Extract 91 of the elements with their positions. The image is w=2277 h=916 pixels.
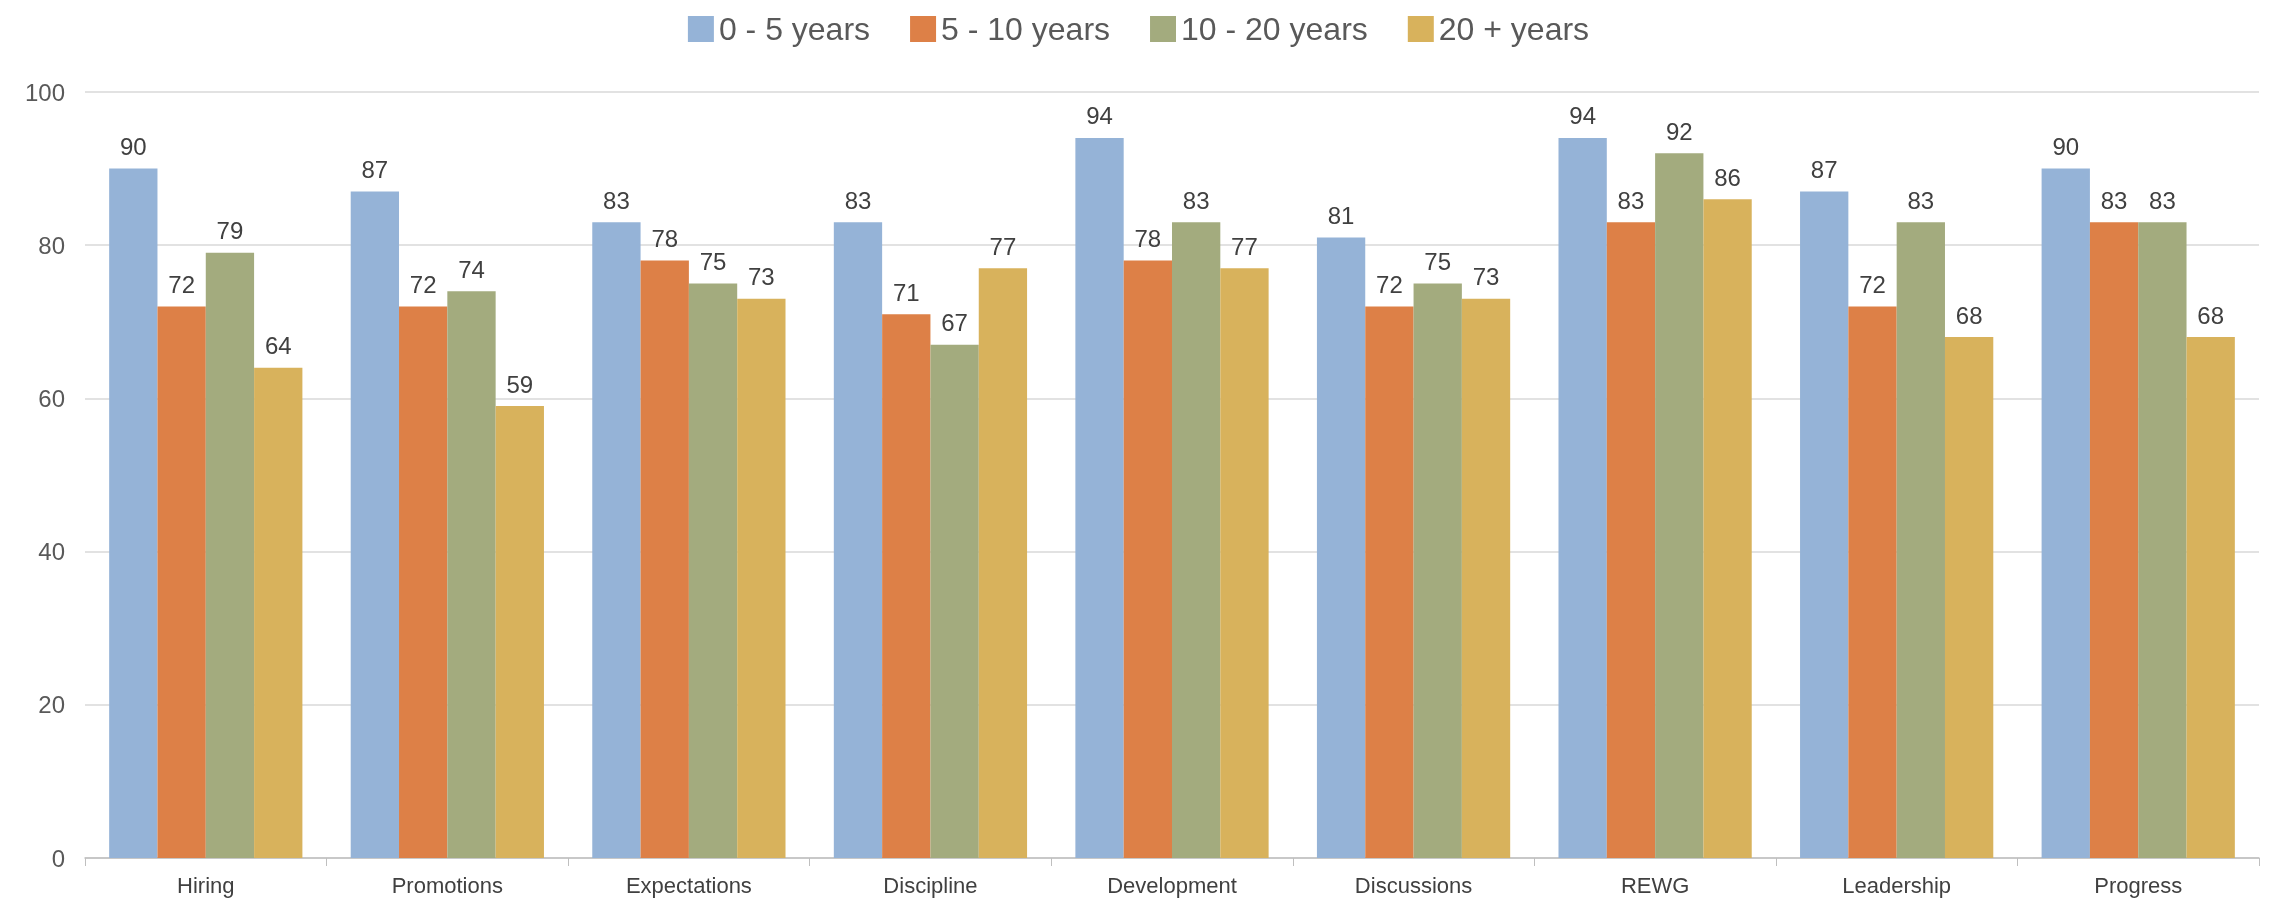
- bar: [1800, 191, 1849, 858]
- data-label: 94: [1569, 102, 1596, 130]
- bar: [1220, 268, 1269, 858]
- x-tick-label: Progress: [2094, 872, 2183, 898]
- bar: [930, 344, 979, 858]
- bar: [1461, 298, 1511, 858]
- data-label: 83: [2100, 186, 2128, 214]
- x-tick-label: Discipline: [883, 872, 978, 898]
- data-label: 73: [1472, 263, 1500, 291]
- legend-label: 0 - 5 years: [718, 11, 871, 47]
- bar: [157, 306, 206, 858]
- data-label: 90: [119, 133, 147, 161]
- x-tick-label: REWG: [1620, 872, 1690, 898]
- bar: [592, 222, 641, 858]
- data-label: 68: [1955, 301, 1983, 329]
- y-tick-label: 20: [38, 691, 65, 719]
- data-label: 77: [1231, 232, 1258, 260]
- data-label: 87: [1810, 156, 1838, 184]
- bar: [447, 291, 496, 858]
- bar: [2138, 222, 2187, 858]
- legend-label: 20 + years: [1438, 11, 1590, 47]
- data-label: 78: [1134, 225, 1162, 253]
- data-label: 73: [748, 263, 775, 291]
- y-tick-label: 40: [38, 538, 65, 566]
- bar: [1655, 153, 1704, 858]
- data-label: 83: [1182, 186, 1210, 214]
- data-label: 75: [699, 248, 727, 275]
- bar: [1703, 199, 1752, 858]
- data-label: 77: [989, 232, 1017, 260]
- y-tick-label: 60: [38, 384, 65, 412]
- bar: [688, 283, 738, 858]
- bar: [109, 168, 158, 858]
- data-label: 83: [2149, 186, 2176, 214]
- data-label: 72: [168, 270, 195, 298]
- x-tick-label: Hiring: [177, 872, 235, 898]
- bar: [1944, 337, 1994, 858]
- x-tick-label: Leadership: [1842, 872, 1952, 898]
- bar: [1896, 222, 1945, 858]
- bar: [833, 222, 883, 858]
- data-label: 74: [458, 255, 485, 283]
- data-label: 90: [2052, 133, 2080, 161]
- data-label: 71: [892, 278, 920, 306]
- bar: [2089, 222, 2139, 858]
- bar: [1172, 222, 1221, 858]
- legend-label: 10 - 20 years: [1181, 11, 1368, 47]
- data-label: 72: [1859, 270, 1886, 298]
- y-tick-label: 0: [51, 844, 65, 872]
- x-tick-label: Expectations: [625, 872, 752, 898]
- bar: [205, 252, 255, 858]
- bar: [2186, 337, 2235, 858]
- bar: [882, 314, 931, 858]
- legend-label: 5 - 10 years: [941, 11, 1111, 47]
- bar: [254, 367, 303, 858]
- data-label: 83: [1907, 186, 1935, 214]
- y-tick-label: 100: [24, 78, 65, 106]
- bar: [2041, 168, 2090, 858]
- bar: [399, 306, 448, 858]
- data-label: 86: [1714, 163, 1741, 191]
- data-label: 81: [1327, 202, 1355, 230]
- data-label: 72: [409, 270, 437, 298]
- data-label: 94: [1086, 102, 1113, 130]
- data-label: 83: [1617, 186, 1645, 214]
- data-label: 68: [2197, 301, 2225, 329]
- bar: [640, 260, 689, 858]
- x-tick-label: Development: [1107, 872, 1237, 898]
- bar: [350, 191, 400, 858]
- bar: [1558, 137, 1607, 858]
- x-tick-label: Promotions: [391, 872, 503, 898]
- y-tick-label: 80: [38, 231, 65, 259]
- bar: [1413, 283, 1462, 858]
- bar: [737, 298, 786, 858]
- data-label: 79: [216, 217, 244, 245]
- data-label: 67: [941, 309, 968, 337]
- data-label: 92: [1665, 117, 1693, 145]
- data-label: 75: [1424, 248, 1452, 275]
- bar: [1316, 237, 1366, 858]
- bar: [1365, 306, 1414, 858]
- bar: [1075, 137, 1124, 858]
- bar: [495, 406, 544, 858]
- data-label: 87: [361, 156, 389, 184]
- bar: [1848, 306, 1897, 858]
- x-tick-label: Discussions: [1354, 872, 1473, 898]
- bar: [978, 268, 1028, 858]
- data-label: 64: [264, 332, 292, 360]
- data-label: 83: [844, 186, 872, 214]
- data-label: 72: [1376, 270, 1403, 298]
- data-label: 59: [506, 370, 534, 398]
- data-label: 83: [603, 186, 630, 214]
- bar: [1606, 222, 1656, 858]
- bar: [1123, 260, 1172, 858]
- data-label: 78: [651, 225, 679, 253]
